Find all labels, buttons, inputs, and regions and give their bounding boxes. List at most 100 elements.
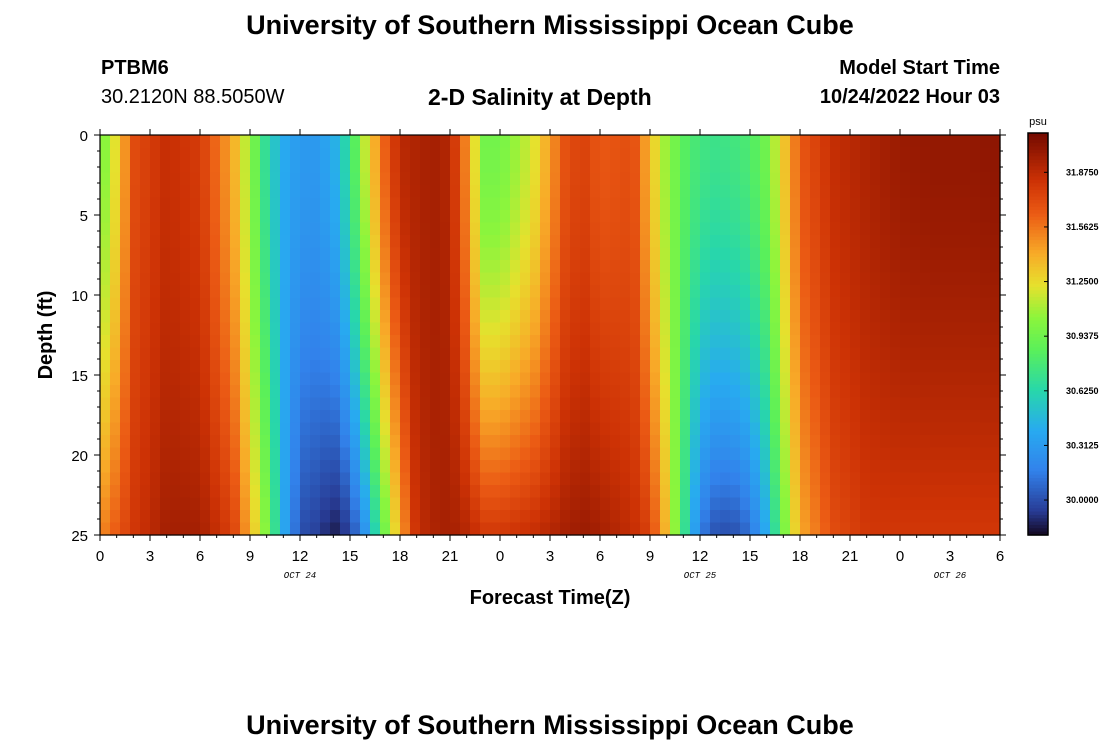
heatmap-cell	[720, 435, 731, 449]
heatmap-cell	[930, 210, 941, 224]
heatmap-cell	[830, 510, 841, 524]
heatmap-cell	[140, 335, 151, 349]
heatmap-cell	[540, 485, 551, 499]
heatmap-cell	[980, 210, 991, 224]
heatmap-cell	[700, 497, 711, 511]
heatmap-cell	[270, 197, 281, 211]
heatmap-cell	[490, 172, 501, 186]
heatmap-cell	[890, 435, 901, 449]
heatmap-cell	[450, 272, 461, 286]
heatmap-cell	[930, 472, 941, 486]
heatmap-cell	[540, 522, 551, 536]
heatmap-cell	[490, 460, 501, 474]
heatmap-cell	[670, 335, 681, 349]
heatmap-cell	[670, 310, 681, 324]
heatmap-cell	[150, 185, 161, 199]
heatmap-cell	[750, 185, 761, 199]
heatmap-cell	[400, 435, 411, 449]
heatmap-cell	[130, 485, 141, 499]
heatmap-cell	[180, 460, 191, 474]
heatmap-cell	[500, 397, 511, 411]
heatmap-cell	[410, 235, 421, 249]
heatmap-cell	[930, 335, 941, 349]
heatmap-cell	[360, 435, 371, 449]
heatmap-cell	[950, 460, 961, 474]
heatmap-cell	[180, 522, 191, 536]
heatmap-cell	[260, 172, 271, 186]
heatmap-cell	[450, 172, 461, 186]
heatmap-cell	[350, 222, 361, 236]
heatmap-cell	[650, 185, 661, 199]
heatmap-cell	[660, 447, 671, 461]
heatmap-cell	[570, 497, 581, 511]
heatmap-cell	[680, 297, 691, 311]
heatmap-cell	[570, 235, 581, 249]
heatmap-cell	[310, 160, 321, 174]
colorbar-swatch	[1028, 337, 1048, 342]
heatmap-cell	[370, 272, 381, 286]
heatmap-cell	[330, 447, 341, 461]
heatmap-cell	[250, 460, 261, 474]
heatmap-cell	[790, 385, 801, 399]
heatmap-cell	[430, 372, 441, 386]
heatmap-cell	[940, 460, 951, 474]
heatmap-cell	[290, 310, 301, 324]
heatmap-cell	[100, 297, 111, 311]
heatmap-cell	[600, 372, 611, 386]
heatmap-cell	[600, 422, 611, 436]
heatmap-cell	[240, 435, 251, 449]
heatmap-cell	[270, 447, 281, 461]
heatmap-cell	[920, 285, 931, 299]
heatmap-cell	[740, 422, 751, 436]
heatmap-cell	[980, 410, 991, 424]
heatmap-cell	[950, 360, 961, 374]
heatmap-cell	[870, 285, 881, 299]
heatmap-cell	[690, 510, 701, 524]
heatmap-cell	[740, 385, 751, 399]
heatmap-cell	[440, 497, 451, 511]
heatmap-cell	[130, 397, 141, 411]
heatmap-cell	[170, 460, 181, 474]
heatmap-cell	[650, 360, 661, 374]
heatmap-cell	[210, 260, 221, 274]
heatmap-cell	[170, 285, 181, 299]
heatmap-cell	[410, 197, 421, 211]
heatmap-cell	[500, 272, 511, 286]
colorbar-swatch	[1028, 156, 1048, 161]
heatmap-cell	[690, 347, 701, 361]
heatmap-cell	[800, 460, 811, 474]
heatmap-cell	[340, 197, 351, 211]
heatmap-cell	[410, 397, 421, 411]
heatmap-cell	[720, 185, 731, 199]
heatmap-cell	[100, 272, 111, 286]
heatmap-cell	[490, 197, 501, 211]
heatmap-cell	[650, 347, 661, 361]
heatmap-cell	[730, 497, 741, 511]
x-tick-label: 0	[896, 548, 904, 565]
heatmap-cell	[470, 135, 481, 149]
heatmap-cell	[510, 210, 521, 224]
heatmap-cell	[190, 272, 201, 286]
colorbar-swatch	[1028, 508, 1048, 513]
heatmap-cell	[300, 147, 311, 161]
colorbar-swatch	[1028, 263, 1048, 268]
heatmap-cell	[100, 210, 111, 224]
heatmap-cell	[170, 210, 181, 224]
heatmap-cell	[340, 160, 351, 174]
heatmap-cell	[150, 160, 161, 174]
heatmap-cell	[990, 472, 1001, 486]
heatmap-cell	[670, 372, 681, 386]
heatmap-cell	[300, 435, 311, 449]
heatmap-cell	[170, 410, 181, 424]
heatmap-cell	[340, 310, 351, 324]
heatmap-cell	[760, 185, 771, 199]
heatmap-cell	[370, 247, 381, 261]
heatmap-cell	[720, 460, 731, 474]
heatmap-cell	[550, 185, 561, 199]
heatmap-cell	[350, 172, 361, 186]
heatmap-cell	[400, 372, 411, 386]
heatmap-cell	[710, 397, 721, 411]
colorbar-swatch	[1028, 468, 1048, 472]
heatmap-cell	[720, 510, 731, 524]
heatmap-cell	[460, 297, 471, 311]
